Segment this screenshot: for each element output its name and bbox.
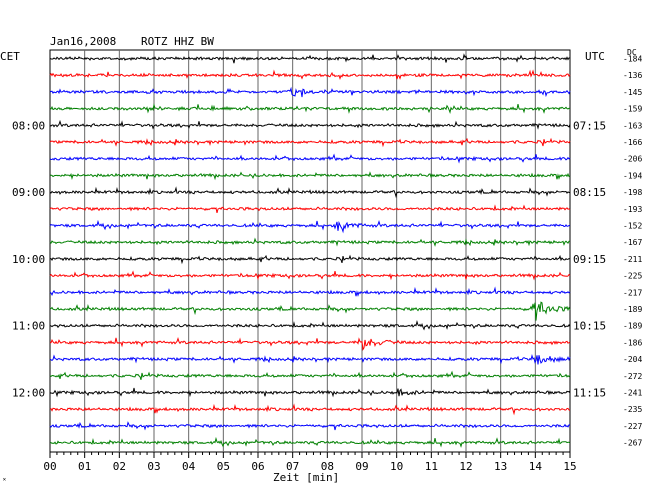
dc-offset-label: -189	[623, 305, 642, 314]
dc-offset-label: -272	[623, 372, 642, 381]
dc-offset-label: -189	[623, 322, 642, 331]
x-tick-label: 11	[425, 460, 438, 473]
x-tick-label: 01	[78, 460, 91, 473]
left-time-label: 09:00	[12, 186, 45, 199]
seismic-trace	[49, 254, 571, 265]
x-tick-label: 08	[321, 460, 334, 473]
seismic-trace	[49, 153, 571, 164]
dc-offset-label: -166	[623, 138, 642, 147]
right-timezone-label: UTC	[585, 50, 605, 63]
seismic-trace	[49, 370, 571, 380]
plot-frame	[49, 49, 571, 453]
station-label: ROTZ HHZ BW	[141, 35, 214, 48]
x-tick-label: 14	[529, 460, 543, 473]
dc-offset-label: -211	[623, 255, 642, 264]
left-time-label: 12:00	[12, 387, 45, 400]
dc-offset-label: -235	[623, 405, 642, 414]
dc-offset-label: -167	[623, 238, 642, 247]
dc-offset-label: -194	[623, 171, 642, 180]
left-time-label: 08:00	[12, 119, 45, 132]
right-time-label: 09:15	[573, 253, 606, 266]
seismic-trace	[49, 119, 571, 130]
dc-offset-label: -159	[623, 105, 642, 114]
dc-offset-label: -217	[623, 288, 642, 297]
dc-offset-label: -198	[623, 188, 642, 197]
x-axis-label: Zeit [min]	[273, 471, 340, 484]
seismic-trace	[49, 69, 571, 81]
x-tick-label: 07	[286, 460, 299, 473]
seismic-trace	[49, 354, 571, 365]
dc-offset-label: -241	[623, 389, 642, 398]
dc-offset-label: -184	[623, 55, 642, 64]
dc-offset-label: -204	[623, 355, 642, 364]
dc-offset-label: -145	[623, 88, 642, 97]
seismic-trace	[49, 219, 571, 234]
seismic-trace	[49, 86, 571, 98]
seismic-trace	[49, 53, 571, 64]
seismic-trace	[49, 421, 571, 431]
seismic-trace	[49, 301, 571, 321]
right-time-label: 08:15	[573, 186, 606, 199]
seismic-trace	[49, 237, 570, 247]
seismic-trace	[49, 171, 571, 181]
seismic-trace	[49, 286, 571, 297]
right-time-label: 11:15	[573, 387, 606, 400]
dc-offset-label: -206	[623, 155, 642, 164]
date-label: Jan16,2008	[50, 35, 117, 48]
dc-offset-label: -136	[623, 71, 642, 80]
seismic-trace	[49, 270, 571, 281]
corner-mark: ˟	[2, 477, 7, 486]
x-tick-label: 15	[563, 460, 576, 473]
seismic-trace	[49, 403, 571, 416]
x-tick-label: 06	[251, 460, 264, 473]
left-time-label: 11:00	[12, 320, 45, 333]
x-tick-label: 04	[182, 460, 196, 473]
seismic-trace	[50, 436, 571, 448]
seismic-trace	[49, 336, 571, 351]
dc-offset-label: -227	[623, 422, 642, 431]
x-tick-label: 05	[217, 460, 230, 473]
dc-offset-label: -152	[623, 222, 642, 231]
right-time-label: 10:15	[573, 320, 606, 333]
dc-offset-label: -225	[623, 272, 642, 281]
seismic-trace	[49, 137, 571, 148]
x-tick-label: 00	[43, 460, 56, 473]
x-tick-label: 02	[113, 460, 126, 473]
x-tick-label: 03	[147, 460, 160, 473]
left-timezone-label: CET	[0, 50, 20, 63]
dc-offset-label: -193	[623, 205, 642, 214]
left-time-label: 10:00	[12, 253, 45, 266]
seismic-trace	[49, 320, 571, 331]
x-tick-label: 13	[494, 460, 507, 473]
x-tick-label: 09	[355, 460, 368, 473]
seismic-trace	[49, 103, 571, 115]
dc-offset-label: -267	[623, 439, 642, 448]
seismic-trace	[49, 186, 571, 199]
seismic-trace	[49, 387, 571, 398]
dc-header-label: DC	[627, 48, 637, 57]
dc-offset-label: -186	[623, 338, 642, 347]
x-tick-label: 12	[459, 460, 472, 473]
x-tick-label: 10	[390, 460, 403, 473]
dc-offset-label: -163	[623, 121, 642, 130]
seismic-trace	[49, 204, 571, 214]
right-time-label: 07:15	[573, 119, 606, 132]
